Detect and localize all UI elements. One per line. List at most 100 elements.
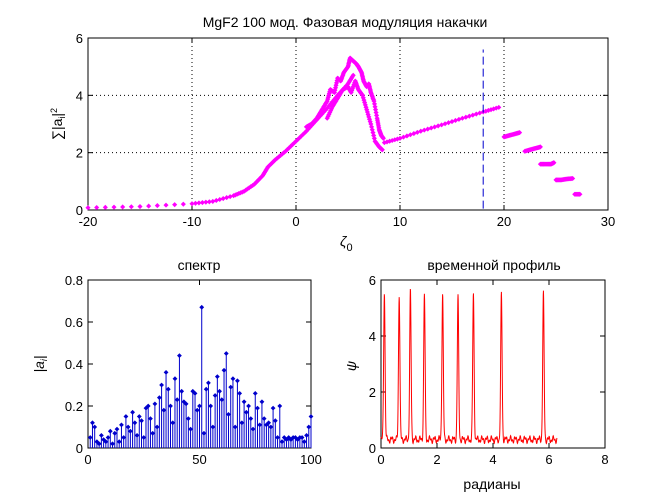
spectrum-point bbox=[279, 439, 285, 445]
spectrum-marks bbox=[87, 304, 314, 448]
spectrum-point bbox=[217, 388, 222, 394]
profile-ylabel: ψ bbox=[343, 361, 359, 371]
top-plot: MgF2 100 мод. Фазовая модуляция накачки … bbox=[49, 14, 615, 254]
profile-marks bbox=[380, 288, 558, 445]
top-xlabel-main: ζ bbox=[340, 233, 348, 249]
spectrum-point bbox=[87, 435, 93, 440]
top-ylabel-main: ∑|a bbox=[49, 118, 65, 140]
spectrum-point bbox=[192, 390, 198, 396]
spectrum-point bbox=[119, 422, 124, 428]
spectrum-point bbox=[98, 432, 104, 438]
spectrum-point bbox=[199, 304, 205, 310]
spectrum-point bbox=[210, 424, 216, 430]
spectrum-ylabel: |ai| bbox=[31, 355, 49, 372]
spectrum-point bbox=[150, 430, 156, 436]
spectrum-xtick-label: 0 bbox=[84, 452, 91, 467]
top-ytick-label: 2 bbox=[76, 146, 83, 161]
spectrum-point bbox=[206, 380, 211, 386]
spectrum-point bbox=[170, 420, 176, 426]
spectrum-ylabel-tail: | bbox=[31, 355, 47, 359]
profile-ticks: 0 2 4 6 8 0 2 4 6 bbox=[369, 273, 609, 467]
spectrum-point bbox=[261, 416, 267, 422]
spectrum-point bbox=[272, 418, 278, 424]
spectrum-plot: спектр 0 50 100 0 0.2 0.4 0.6 0.8 |ai| bbox=[31, 257, 322, 467]
top-xlabel: ζ0 bbox=[340, 233, 353, 254]
profile-ytick-label: 4 bbox=[369, 329, 376, 344]
spectrum-point bbox=[145, 403, 151, 409]
profile-line bbox=[380, 288, 558, 445]
spectrum-ytick-label: 0.6 bbox=[65, 315, 83, 330]
top-ytick-label: 6 bbox=[76, 31, 83, 46]
top-xtick-label: -20 bbox=[79, 214, 98, 229]
profile-xlabel: радианы bbox=[463, 476, 520, 492]
top-point bbox=[154, 203, 160, 209]
spectrum-point bbox=[134, 432, 140, 438]
spectrum-ylabel-sub: i bbox=[39, 358, 49, 361]
spectrum-point bbox=[255, 405, 260, 411]
top-point bbox=[206, 199, 212, 205]
top-point bbox=[192, 200, 199, 206]
spectrum-point bbox=[235, 378, 240, 384]
spectrum-point bbox=[243, 409, 249, 415]
spectrum-point bbox=[90, 420, 95, 426]
spectrum-point bbox=[107, 428, 113, 434]
top-point bbox=[146, 203, 152, 209]
spectrum-point bbox=[163, 369, 169, 375]
profile-frame bbox=[380, 279, 606, 449]
profile-ytick-label: 0 bbox=[369, 441, 376, 456]
top-point bbox=[172, 202, 178, 208]
top-point bbox=[203, 199, 209, 205]
top-ylabel-tail: | bbox=[49, 113, 65, 117]
spectrum-ytick-label: 0.4 bbox=[65, 357, 83, 372]
spectrum-point bbox=[132, 420, 138, 426]
top-xlabel-sub: 0 bbox=[347, 242, 353, 254]
spectrum-point bbox=[201, 430, 207, 436]
top-xtick-label: 10 bbox=[393, 214, 407, 229]
spectrum-ytick-label: 0.2 bbox=[65, 399, 83, 414]
top-point bbox=[94, 204, 100, 211]
top-ylabel-sub: i bbox=[57, 117, 67, 119]
spectrum-point bbox=[221, 367, 227, 373]
top-ylabel: ∑|ai|2 bbox=[49, 108, 67, 140]
top-ytick-label: 4 bbox=[76, 88, 83, 103]
spectrum-ytick-label: 0 bbox=[76, 441, 83, 456]
spectrum-point bbox=[185, 416, 191, 422]
spectrum-point bbox=[308, 414, 314, 419]
top-point bbox=[102, 204, 108, 210]
spectrum-point bbox=[110, 441, 115, 447]
top-xtick-label: -10 bbox=[183, 214, 202, 229]
top-point bbox=[85, 205, 91, 211]
top-point bbox=[137, 204, 143, 210]
profile-ytick-label: 6 bbox=[369, 273, 376, 288]
top-point bbox=[196, 200, 202, 206]
top-xtick-label: 30 bbox=[601, 214, 615, 229]
profile-xtick-label: 4 bbox=[489, 452, 496, 467]
spectrum-ytick-label: 0.8 bbox=[65, 273, 83, 288]
profile-xtick-label: 8 bbox=[601, 452, 608, 467]
profile-xtick-label: 6 bbox=[545, 452, 552, 467]
spectrum-point bbox=[252, 390, 258, 396]
top-xtick-label: 20 bbox=[497, 214, 511, 229]
spectrum-title: спектр bbox=[178, 257, 221, 273]
profile-ytick-label: 2 bbox=[369, 385, 376, 400]
spectrum-xtick-label: 50 bbox=[192, 452, 206, 467]
top-plot-ticks: -20 -10 0 10 20 30 0 2 4 6 bbox=[76, 31, 615, 229]
spectrum-point bbox=[161, 407, 167, 413]
spectrum-point bbox=[152, 401, 158, 407]
spectrum-point bbox=[130, 409, 136, 415]
top-point bbox=[189, 201, 195, 207]
top-ytick-label: 0 bbox=[76, 203, 83, 218]
spectrum-point bbox=[239, 420, 245, 426]
top-point bbox=[570, 175, 576, 182]
spectrum-ylabel-main: |a bbox=[31, 361, 47, 373]
top-plot-title: MgF2 100 мод. Фазовая модуляция накачки bbox=[203, 14, 488, 30]
top-point bbox=[128, 204, 134, 210]
top-point bbox=[120, 204, 126, 210]
top-plot-grid bbox=[88, 38, 608, 210]
profile-xtick-label: 2 bbox=[433, 452, 440, 467]
spectrum-point bbox=[226, 411, 231, 417]
spectrum-point bbox=[123, 414, 129, 419]
spectrum-point bbox=[116, 439, 122, 445]
spectrum-point bbox=[112, 430, 118, 436]
